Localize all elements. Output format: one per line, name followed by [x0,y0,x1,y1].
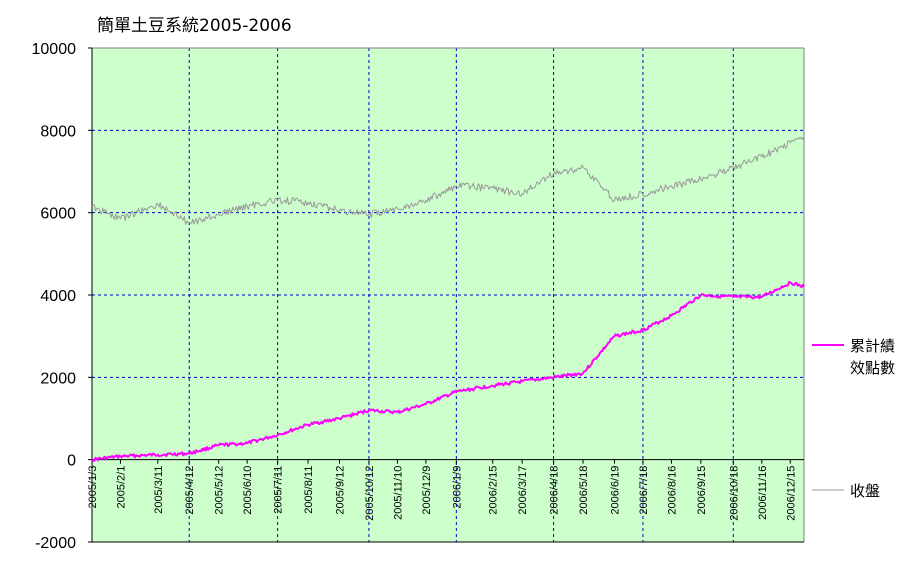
series-line-cumulative [91,280,805,462]
x-tick-label: 2006/1/9 [451,466,463,509]
x-tick-label: 2006/12/15 [785,466,797,521]
x-tick-label: 2006/10/18 [728,466,740,521]
x-tick-label: 2006/6/19 [609,466,621,515]
x-tick-label: 2006/7/18 [638,466,650,515]
x-tick-label: 2006/4/18 [549,466,561,515]
y-tick-label: 2000 [40,370,76,387]
y-axis-ticks: -2000 0 2000 4000 6000 8000 10000 [32,41,92,552]
x-tick-label: 2005/10/12 [364,466,376,521]
x-tick-label: 2006/5/18 [578,466,590,515]
x-tick-label: 2005/5/12 [214,466,226,515]
x-tick-label: 2006/8/16 [666,466,678,515]
x-tick-label: 2005/7/11 [273,466,285,514]
x-tick-label: 2006/3/17 [517,466,529,515]
x-tick-label: 2005/3/11 [153,466,165,514]
x-tick-label: 2005/4/12 [184,466,196,515]
x-tick-label: 2006/2/15 [488,466,500,515]
y-tick-label: 10000 [32,41,77,58]
x-tick-label: 2005/12/9 [421,466,433,515]
x-tick-label: 2005/11/10 [392,466,404,520]
x-tick-label: 2005/2/1 [115,466,127,509]
y-tick-label: 0 [67,453,76,470]
legend-label-close: 收盤 [850,482,880,500]
y-tick-label: 4000 [40,288,76,305]
series-line-close [91,136,805,225]
x-tick-label: 2005/6/10 [242,466,254,515]
series-layer [91,136,805,462]
legend-label-cumulative: 累計績效點數 [850,337,895,377]
y-tick-label: 6000 [40,206,76,223]
x-tick-label: 2005/9/12 [334,466,346,515]
x-tick-label: 2006/9/15 [696,466,708,515]
grid [92,48,804,542]
x-tick-label: 2006/11/16 [757,466,769,520]
chart-title: 簡單土豆系統2005-2006 [97,16,292,36]
x-tick-label: 2005/8/11 [303,466,315,514]
y-tick-label: -2000 [35,535,76,552]
y-tick-label: 8000 [40,123,76,140]
x-tick-label: 2005/1/3 [87,466,99,509]
x-axis-ticks: 2005/1/3 2005/2/1 2005/3/11 2005/4/12 2005/5… [87,459,797,521]
